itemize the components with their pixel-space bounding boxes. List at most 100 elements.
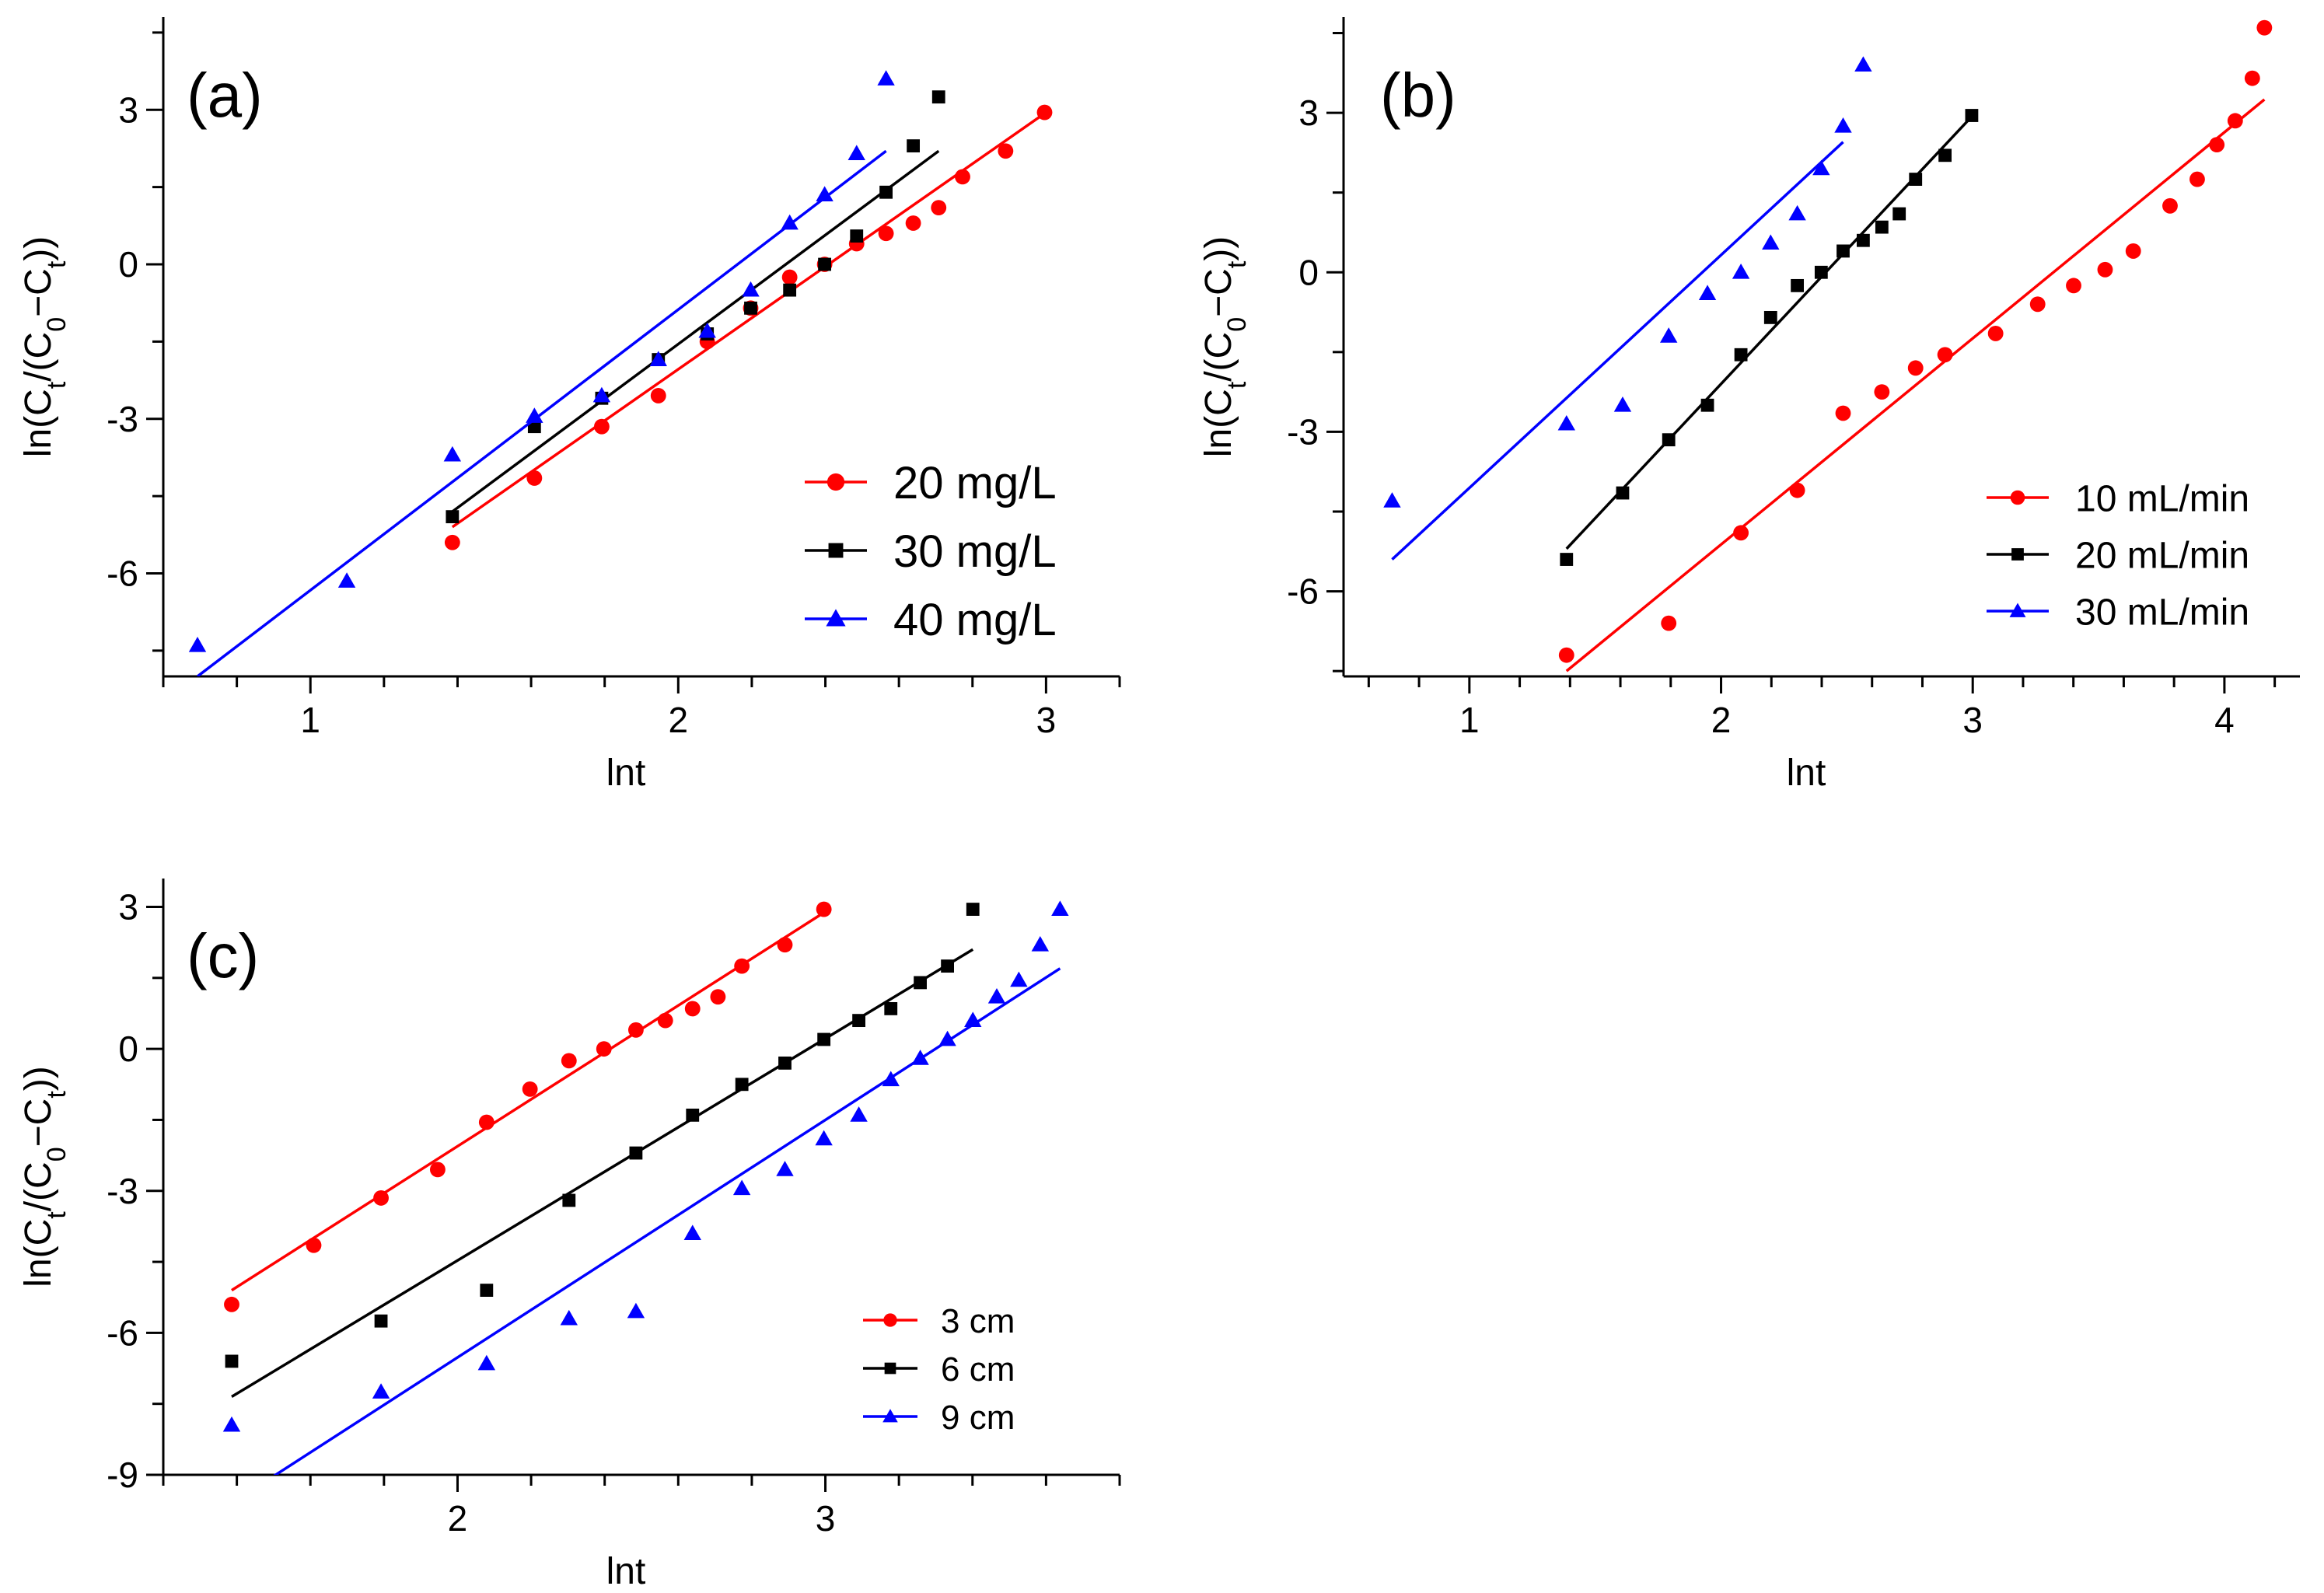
data-point-30-ml-min: [1613, 397, 1632, 412]
legend: 20 mg/L 30 mg/L 40 mg/L: [805, 458, 1057, 645]
data-point-9-cm: [560, 1309, 578, 1326]
data-point-3-cm: [710, 989, 726, 1005]
legend-marker: [2009, 603, 2026, 617]
data-point-30-ml-min: [1698, 285, 1717, 301]
data-point-10-ml-min: [2066, 278, 2081, 294]
data-point-9-cm: [627, 1302, 645, 1319]
data-point-6-cm: [686, 1108, 700, 1122]
data-point-40-mg-l: [816, 186, 833, 201]
legend-label: 3 cm: [941, 1302, 1015, 1340]
legend-marker: [2010, 490, 2025, 505]
legend-marker: [884, 1362, 896, 1375]
data-point-30-mg-l: [850, 229, 864, 243]
fit-line-10-ml-min: [1565, 98, 2266, 672]
fit-line-30-mg-l: [451, 149, 940, 513]
data-point-6-cm: [966, 903, 980, 916]
y-axis-title: ln(Ct/(C0−Ct)): [18, 1066, 72, 1287]
fit-line-20-mg-l: [451, 111, 1047, 529]
data-point-3-cm: [306, 1237, 322, 1253]
panel-b: 1 2 3 4 -6 -3 0 3 lnt ln(Ct/(C0−Ct)) (b) 10 mL/min 2…: [1198, 17, 2300, 794]
data-point-9-cm: [1031, 936, 1050, 952]
data-point-20-mg-l: [526, 470, 543, 486]
data-point-30-mg-l: [744, 301, 757, 315]
data-point-9-cm: [776, 1161, 794, 1176]
data-point-20-ml-min: [1763, 310, 1777, 324]
data-point-30-mg-l: [931, 90, 945, 104]
y-tick-label: -3: [1287, 411, 1319, 452]
data-point-10-ml-min: [1907, 360, 1924, 376]
legend-label: 6 cm: [941, 1350, 1015, 1389]
data-point-20-ml-min: [1662, 433, 1676, 447]
legend: 3 cm 6 cm 9 cm: [863, 1302, 1015, 1437]
data-point-9-cm: [1051, 900, 1069, 916]
data-point-30-mg-l: [446, 510, 460, 524]
data-point-20-mg-l: [931, 200, 947, 216]
data-point-40-mg-l: [337, 572, 356, 588]
data-point-40-mg-l: [649, 351, 667, 366]
x-tick-label: 3: [816, 1498, 836, 1539]
data-point-20-ml-min: [1836, 244, 1850, 258]
data-point-6-cm: [374, 1314, 388, 1328]
data-point-40-mg-l: [443, 445, 462, 462]
y-tick-label: -9: [107, 1455, 138, 1495]
data-point-30-ml-min: [1854, 56, 1872, 72]
data-point-10-ml-min: [1661, 615, 1677, 631]
data-point-3-cm: [522, 1081, 538, 1097]
data-point-10-ml-min: [1987, 325, 2004, 341]
legend-marker: [2011, 548, 2024, 561]
x-tick-label: 1: [1459, 700, 1480, 740]
y-tick-label: 0: [118, 1029, 138, 1069]
data-point-3-cm: [561, 1053, 577, 1069]
plot-area: [222, 900, 1069, 1475]
data-point-3-cm: [429, 1162, 446, 1178]
legend-marker: [827, 473, 845, 491]
x-tick-label: 1: [300, 700, 320, 740]
fit-line-30-ml-min: [1391, 141, 1844, 561]
data-point-6-cm: [914, 976, 927, 990]
data-point-40-mg-l: [526, 407, 543, 423]
x-axis-title: lnt: [606, 1551, 646, 1592]
y-tick-label: 0: [1298, 252, 1319, 292]
data-point-10-ml-min: [2256, 19, 2273, 36]
data-point-10-ml-min: [2162, 197, 2178, 214]
data-point-3-cm: [816, 901, 832, 917]
data-point-30-ml-min: [1557, 414, 1575, 431]
data-point-20-mg-l: [905, 215, 921, 231]
panel-a: 1 2 3 -6 -3 0 3 lnt ln(Ct/(C0−Ct)) (a) 20 mg/L 30 m…: [18, 17, 1121, 794]
data-point-30-ml-min: [1732, 264, 1750, 279]
x-tick-label: 2: [1711, 700, 1732, 740]
panel-label: (a): [187, 61, 263, 130]
data-point-9-cm: [372, 1383, 390, 1399]
x-tick-label: 3: [1962, 700, 1983, 740]
data-point-30-ml-min: [1762, 234, 1780, 250]
legend-label: 20 mg/L: [893, 458, 1057, 508]
data-point-40-mg-l: [188, 637, 207, 652]
data-point-30-ml-min: [1834, 117, 1852, 133]
data-point-30-ml-min: [1383, 492, 1401, 508]
data-point-9-cm: [683, 1224, 701, 1240]
data-point-20-ml-min: [1700, 398, 1714, 412]
data-point-3-cm: [734, 958, 750, 974]
legend-marker: [883, 1313, 897, 1327]
data-point-30-mg-l: [879, 185, 893, 199]
x-tick-label: 3: [1036, 700, 1057, 740]
data-point-20-ml-min: [1734, 348, 1748, 362]
data-point-10-ml-min: [1937, 347, 1953, 363]
data-point-6-cm: [480, 1284, 494, 1297]
x-tick-label: 4: [2214, 700, 2235, 740]
data-point-10-ml-min: [1789, 482, 1805, 498]
fit-line-40-mg-l: [196, 149, 887, 676]
data-point-30-mg-l: [818, 257, 831, 271]
data-point-20-ml-min: [1965, 109, 1979, 122]
data-point-9-cm: [882, 1071, 900, 1087]
fit-line-9-cm: [273, 967, 1061, 1475]
data-point-9-cm: [222, 1416, 241, 1432]
data-point-9-cm: [850, 1106, 868, 1122]
data-point-9-cm: [732, 1179, 751, 1196]
legend-marker: [882, 1409, 898, 1423]
data-point-3-cm: [596, 1041, 612, 1057]
data-point-9-cm: [815, 1130, 833, 1146]
data-point-20-mg-l: [593, 418, 610, 435]
y-tick-label: -6: [1287, 571, 1319, 612]
data-point-10-ml-min: [2209, 137, 2225, 153]
